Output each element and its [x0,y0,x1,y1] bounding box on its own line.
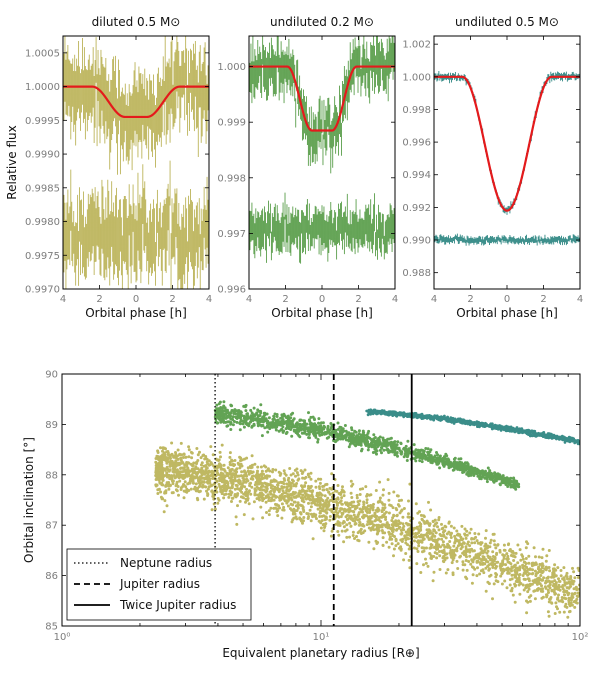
inclination-panel: 85 86 87 88 89 90 10⁰ 10¹ 10² Equivalent planetar… [22,370,588,661]
x-axis-label: Equivalent planetary radius [R⊕] [222,646,419,660]
data-series-transit [63,36,209,175]
model-curve [249,65,395,132]
axes-frame [248,35,396,290]
x-tick-label: 4 [577,294,583,305]
x-axis-label: Orbital phase [h] [456,306,558,320]
x-tick-label: 4 [206,294,212,305]
x-tick-label: 0 [504,294,510,305]
x-tick-label: 2 [540,294,546,305]
legend-label-3: Twice Jupiter radius [119,598,236,612]
y-tick-label: 0.998 [217,173,246,184]
plot-area [249,36,395,264]
y-tick-label: 87 [45,521,58,532]
legend-label-2: Jupiter radius [119,577,200,591]
y-tick-label: 0.996 [402,138,431,149]
x-tick-label: 4 [431,294,437,305]
plot-area [63,36,209,289]
y-tick-label: 0.9980 [25,217,60,228]
x-tick-label: 4 [60,294,66,305]
y-axis-label: Relative flux [5,125,19,199]
y-tick-label: 0.999 [217,118,246,129]
y-tick-label: 90 [45,370,58,381]
data-series-transit [249,36,395,174]
y-tick-label: 85 [45,622,58,633]
panel-title: undiluted 0.2 M⊙ [270,15,374,29]
y-tick-label: 0.9995 [25,116,60,127]
legend-label-1: Neptune radius [120,556,212,570]
y-tick-label: 1.0000 [25,82,60,93]
y-tick-label: 1.0005 [25,48,60,59]
data-series-residuals [434,233,580,246]
y-tick-label: 0.9970 [25,285,60,296]
y-tick-label: 86 [45,571,58,582]
panel-title: diluted 0.5 M⊙ [92,15,181,29]
x-tick-label: 0 [133,294,139,305]
x-tick-label: 2 [169,294,175,305]
x-tick-label: 2 [355,294,361,305]
x-tick-label: 10² [572,632,589,643]
scatter-points-2 [213,400,521,491]
y-tick-label: 0.996 [217,285,246,296]
scatter-points-1 [154,441,580,619]
legend: Neptune radius Jupiter radius Twice Jupite… [66,548,252,621]
data-series-residuals [249,192,395,264]
x-tick-label: 10⁰ [54,632,71,643]
y-tick-label: 0.998 [402,105,431,116]
y-tick-label: 0.9975 [25,251,60,262]
x-tick-label: 0 [319,294,325,305]
y-tick-label: 1.000 [402,72,431,83]
y-tick-label: 88 [45,470,58,481]
model-curve [434,75,580,212]
x-axis-label: Orbital phase [h] [271,306,373,320]
plot-area [434,71,580,246]
x-tick-label: 4 [246,294,252,305]
transit-panel-1: 0.9970 0.9975 0.9980 0.9985 0.9990 0.9995 1.00… [5,15,212,320]
x-tick-label: 2 [282,294,288,305]
scatter-points-3 [365,408,580,446]
transit-panel-3: 0.988 0.990 0.992 0.994 0.996 0.998 1.000 1.002… [402,15,583,320]
data-series-residuals [63,160,209,289]
y-tick-label: 89 [45,420,58,431]
x-tick-label: 2 [467,294,473,305]
y-tick-label: 1.000 [217,62,246,73]
y-tick-label: 0.994 [402,170,431,181]
y-tick-label: 0.9990 [25,150,60,161]
x-axis-label: Orbital phase [h] [85,306,187,320]
y-tick-label: 0.9985 [25,183,60,194]
axes-frame [433,35,581,290]
y-tick-label: 0.988 [402,268,431,279]
y-tick-label: 0.992 [402,203,431,214]
y-axis-label: Orbital inclination [°] [22,437,36,563]
y-tick-label: 0.997 [217,229,246,240]
y-tick-label: 1.002 [402,40,431,51]
transit-panel-2: 0.996 0.997 0.998 0.999 1.000 4 2 0 2 4 undiluted … [217,15,398,320]
x-tick-label: 4 [392,294,398,305]
x-tick-label: 10¹ [313,632,330,643]
model-curve [63,85,209,119]
plot-area [154,374,580,626]
y-tick-label: 0.990 [402,236,431,247]
x-tick-label: 2 [96,294,102,305]
panel-title: undiluted 0.5 M⊙ [455,15,559,29]
data-series-transit [434,71,580,215]
